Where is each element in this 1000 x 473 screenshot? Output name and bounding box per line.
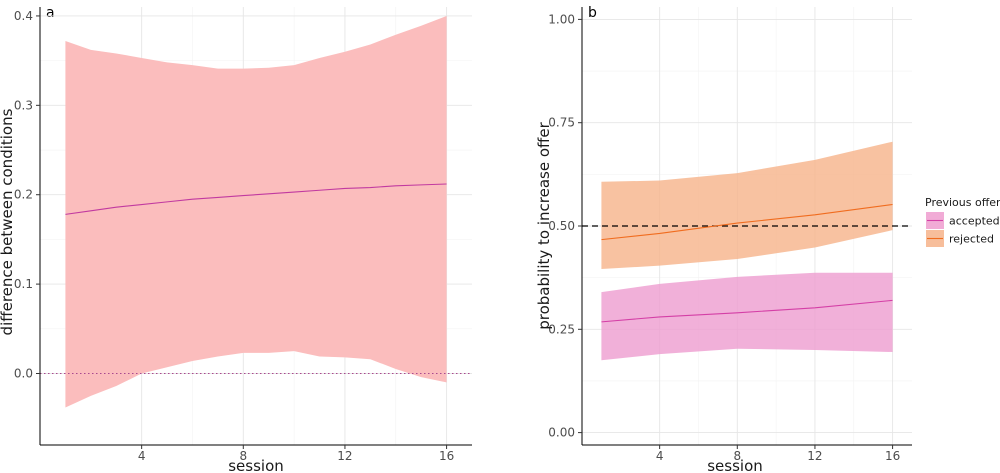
y-tick-label: 0.75 bbox=[548, 116, 575, 130]
panel-b-series-lines bbox=[601, 203, 893, 323]
x-tick-label: 12 bbox=[807, 449, 822, 463]
panel-a-y-ticks: 0.0 0.1 0.2 0.3 0.4 bbox=[14, 9, 40, 380]
y-tick-label: 0.25 bbox=[548, 322, 575, 336]
panel-a: a 0.0 0.1 0.2 0.3 0.4 4 8 12 16 session differe… bbox=[0, 5, 472, 473]
x-tick-label: 4 bbox=[138, 449, 146, 463]
y-tick-label: 0.2 bbox=[14, 188, 33, 202]
legend-label-rejected: rejected bbox=[949, 233, 994, 246]
panel-a-label: a bbox=[46, 5, 55, 21]
confidence-band-difference bbox=[65, 15, 447, 408]
x-tick-label: 16 bbox=[439, 449, 454, 463]
panel-b-label: b bbox=[588, 5, 597, 21]
confidence-band-accepted bbox=[601, 272, 893, 361]
panel-a-bands bbox=[65, 15, 447, 408]
panel-a-x-axis-title: session bbox=[228, 457, 284, 473]
legend-items: accepted rejected bbox=[926, 212, 1000, 247]
x-tick-label: 8 bbox=[733, 449, 741, 463]
y-tick-label: 0.3 bbox=[14, 98, 33, 112]
panel-b-y-axis-title: probability to increase offer bbox=[535, 121, 553, 329]
x-tick-label: 16 bbox=[885, 449, 900, 463]
panel-b-bands bbox=[601, 141, 893, 361]
y-tick-label: 1.00 bbox=[548, 12, 575, 26]
y-tick-label: 0.4 bbox=[14, 9, 33, 23]
x-tick-label: 8 bbox=[239, 449, 247, 463]
x-tick-label: 4 bbox=[656, 449, 664, 463]
y-tick-label: 0.50 bbox=[548, 219, 575, 233]
legend: Previous offer accepted rejected bbox=[925, 196, 1000, 247]
series-line-difference bbox=[65, 183, 447, 215]
y-tick-label: 0.1 bbox=[14, 277, 33, 291]
series-line-accepted bbox=[601, 299, 893, 323]
panel-b: b 0.00 0.25 0.50 0.75 1.00 4 8 12 16 session pr… bbox=[535, 5, 912, 473]
confidence-band-rejected bbox=[601, 141, 893, 269]
panel-a-y-axis-title: difference between conditions bbox=[0, 108, 16, 335]
legend-title: Previous offer bbox=[925, 196, 1000, 209]
series-line-rejected bbox=[601, 203, 893, 241]
panel-b-y-ticks: 0.00 0.25 0.50 0.75 1.00 bbox=[548, 12, 582, 440]
legend-label-accepted: accepted bbox=[949, 215, 1000, 228]
panel-b-x-ticks: 4 8 12 16 bbox=[656, 445, 900, 463]
panel-a-series-lines bbox=[65, 183, 447, 215]
panel-b-x-axis-title: session bbox=[707, 457, 763, 473]
x-tick-label: 12 bbox=[337, 449, 352, 463]
y-tick-label: 0.0 bbox=[14, 366, 33, 380]
panel-a-x-ticks: 4 8 12 16 bbox=[138, 445, 454, 463]
y-tick-label: 0.00 bbox=[548, 426, 575, 440]
